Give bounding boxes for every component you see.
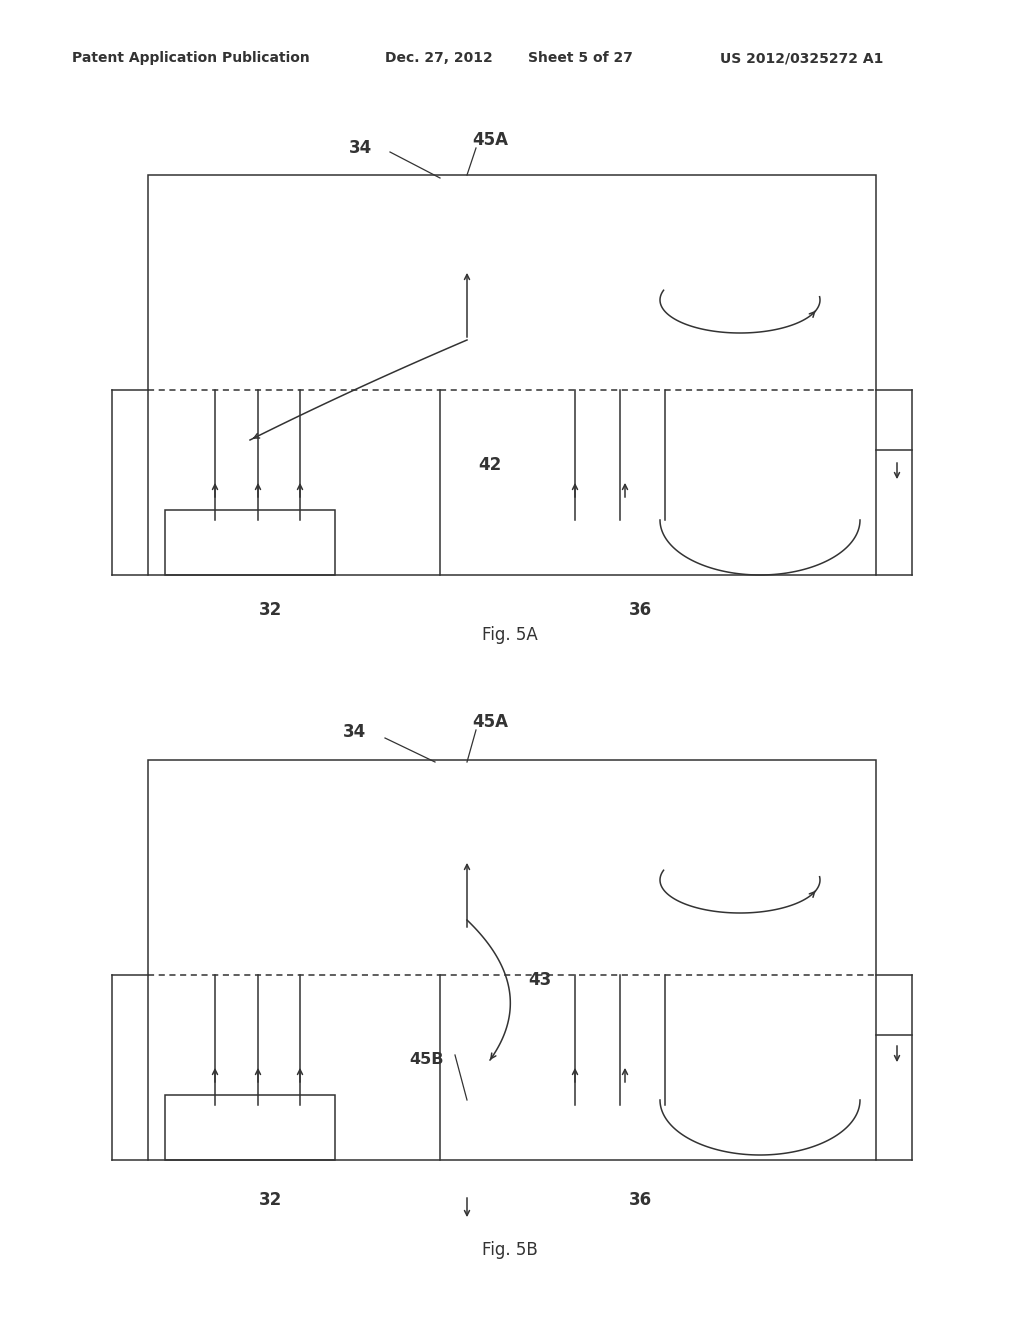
Bar: [165, 510, 335, 576]
Text: Dec. 27, 2012: Dec. 27, 2012: [385, 51, 493, 65]
Text: 34: 34: [348, 139, 372, 157]
Text: 45A: 45A: [472, 131, 508, 149]
Text: 36: 36: [629, 601, 651, 619]
Text: 42: 42: [478, 455, 502, 474]
Text: 45A: 45A: [472, 713, 508, 731]
Bar: [165, 1096, 335, 1160]
Bar: [148, 760, 876, 1160]
Text: 32: 32: [258, 601, 282, 619]
Text: 36: 36: [629, 1191, 651, 1209]
Text: Fig. 5B: Fig. 5B: [482, 1241, 538, 1259]
Text: Sheet 5 of 27: Sheet 5 of 27: [528, 51, 633, 65]
Text: 45B: 45B: [410, 1052, 444, 1068]
Text: US 2012/0325272 A1: US 2012/0325272 A1: [720, 51, 884, 65]
Text: Fig. 5A: Fig. 5A: [482, 626, 538, 644]
Text: 32: 32: [258, 1191, 282, 1209]
Text: 43: 43: [528, 972, 552, 989]
Bar: [148, 176, 876, 576]
Text: Patent Application Publication: Patent Application Publication: [72, 51, 309, 65]
Text: 34: 34: [343, 723, 367, 741]
